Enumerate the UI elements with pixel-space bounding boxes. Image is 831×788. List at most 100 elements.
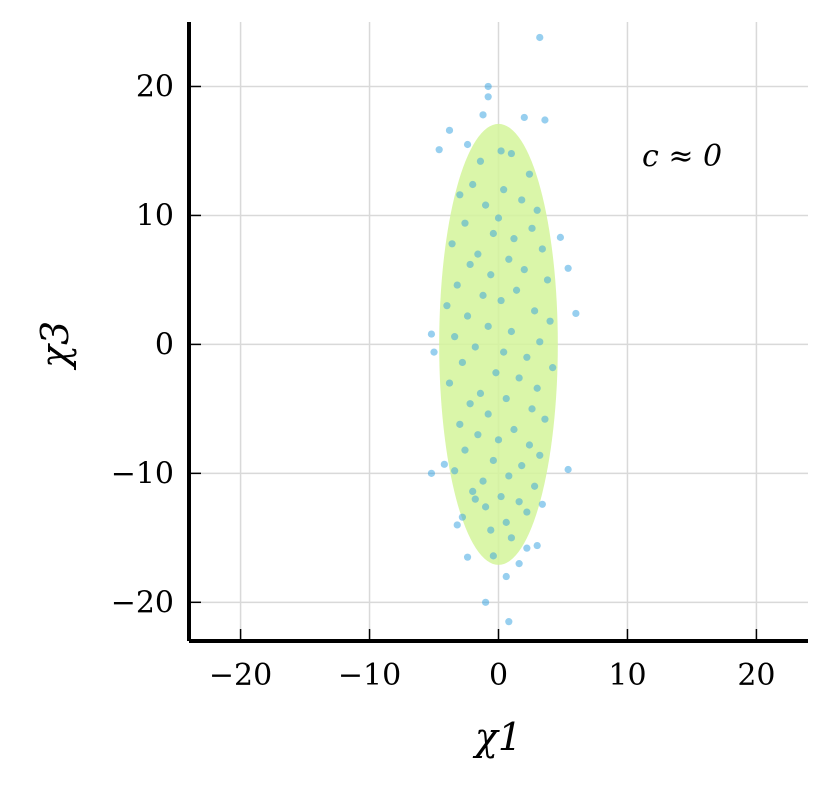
data-point <box>487 271 495 279</box>
data-point <box>476 157 485 165</box>
data-point <box>492 369 500 377</box>
data-point <box>430 348 438 356</box>
data-point <box>461 219 469 227</box>
data-point <box>520 266 528 274</box>
data-point <box>489 229 497 238</box>
data-point <box>476 389 485 397</box>
data-point <box>505 255 513 263</box>
y-tick-label: 10 <box>136 198 174 233</box>
data-point <box>502 518 510 526</box>
data-point <box>502 394 510 403</box>
data-point <box>427 469 436 477</box>
data-point <box>549 364 557 372</box>
data-point <box>482 503 490 511</box>
data-point <box>451 333 459 341</box>
data-point <box>489 456 497 465</box>
data-point <box>479 291 487 299</box>
data-point <box>448 240 456 248</box>
data-point <box>458 513 466 521</box>
data-point <box>456 191 464 199</box>
data-point <box>507 534 515 542</box>
data-point <box>510 235 518 243</box>
data-point <box>518 462 526 470</box>
x-tick-labels: −20 −10 0 10 20 <box>209 658 776 693</box>
data-point <box>556 233 565 241</box>
data-point <box>502 572 510 581</box>
data-point <box>533 206 541 214</box>
data-point <box>523 508 531 516</box>
x-tick-label: 20 <box>737 658 775 693</box>
axis-ticks <box>189 85 758 641</box>
data-point <box>512 286 521 294</box>
data-point <box>440 460 448 468</box>
data-point <box>469 487 477 496</box>
data-point <box>531 307 539 315</box>
data-point <box>505 618 513 626</box>
x-tick-label: 0 <box>489 658 508 693</box>
data-point <box>471 343 479 351</box>
data-point <box>525 170 534 178</box>
data-point <box>489 552 497 560</box>
y-tick-label: 20 <box>136 69 174 104</box>
data-point <box>515 498 523 506</box>
data-point <box>497 147 505 155</box>
data-point <box>536 451 544 459</box>
data-point <box>536 33 544 42</box>
y-axis-title: χ3 <box>33 321 77 371</box>
y-tick-label: 0 <box>155 327 174 362</box>
data-point <box>538 500 546 508</box>
data-point <box>533 541 541 550</box>
data-point <box>453 281 461 289</box>
data-point <box>497 492 505 501</box>
data-point <box>572 309 580 318</box>
data-point <box>507 149 515 158</box>
data-point <box>463 312 472 320</box>
data-point <box>479 111 487 119</box>
data-point <box>541 415 549 423</box>
data-point <box>484 322 492 330</box>
data-point <box>463 140 472 149</box>
data-point <box>453 521 461 529</box>
y-tick-label: −20 <box>111 585 174 620</box>
data-point <box>484 93 492 101</box>
y-tick-labels: −20 −10 0 10 20 <box>111 69 174 620</box>
data-point <box>536 338 544 346</box>
data-point <box>538 245 546 253</box>
y-tick-label: −10 <box>111 456 174 491</box>
data-point <box>494 436 503 444</box>
data-point <box>461 446 469 454</box>
data-point <box>564 465 572 474</box>
data-point <box>531 482 539 490</box>
data-point <box>443 302 451 310</box>
data-point <box>515 374 523 382</box>
data-point <box>500 186 508 194</box>
data-point <box>515 560 523 568</box>
data-point <box>543 276 552 284</box>
data-point <box>435 146 443 154</box>
data-point <box>456 420 464 428</box>
data-point <box>500 348 508 356</box>
data-point <box>523 544 531 552</box>
data-point <box>479 477 487 485</box>
data-point <box>528 405 536 413</box>
data-point <box>510 425 518 434</box>
data-point <box>507 327 515 336</box>
data-point <box>469 180 477 189</box>
data-point <box>484 410 492 418</box>
x-axis-title: χ1 <box>472 715 522 759</box>
data-point <box>482 598 490 606</box>
data-point <box>482 201 490 209</box>
data-points <box>427 33 580 626</box>
data-point <box>451 467 459 475</box>
data-point <box>528 224 536 232</box>
data-point <box>474 431 482 439</box>
data-point <box>497 296 505 305</box>
data-point <box>505 472 513 480</box>
data-point <box>474 250 482 258</box>
data-point <box>458 358 466 367</box>
data-point <box>520 113 528 122</box>
data-point <box>466 400 474 408</box>
data-point <box>525 441 534 449</box>
x-tick-label: −20 <box>209 658 272 693</box>
